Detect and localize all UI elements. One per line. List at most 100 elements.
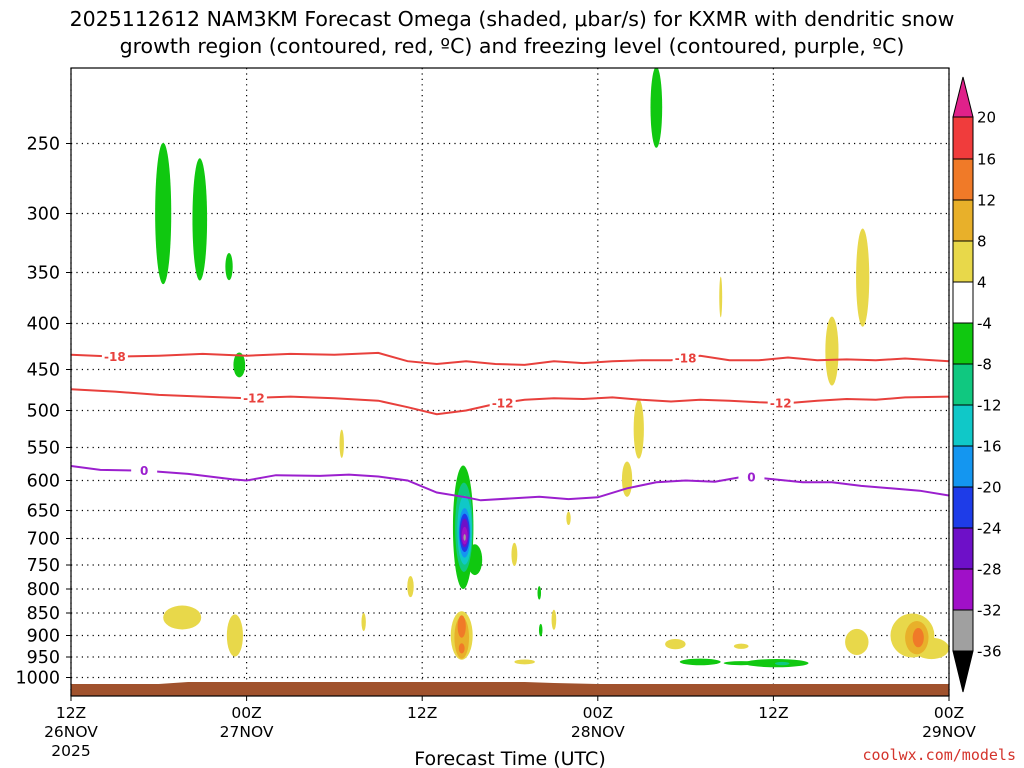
colorbar-tick-label: -20 (977, 479, 1002, 497)
colorbar-swatch (952, 404, 974, 447)
chart-title-line-2: growth region (contoured, red, ºC) and f… (120, 34, 905, 58)
omega-cell-0 (155, 142, 172, 285)
colorbar-swatch (952, 199, 974, 242)
colorbar-bottom-triangle (952, 650, 974, 693)
contour-label-0: 0 (140, 464, 148, 478)
colorbar-tick-label: 20 (977, 109, 996, 127)
omega-cell-28 (457, 615, 466, 638)
y-tick-label-900: 900 (27, 627, 60, 647)
omega-cell-35 (633, 399, 644, 459)
y-tick-label-800: 800 (27, 580, 60, 600)
contour-label--12: -12 (770, 396, 792, 410)
colorbar-tick-label: -28 (977, 561, 1002, 579)
omega-cell-22 (226, 614, 243, 657)
plot-frame (70, 67, 950, 697)
colorbar-top-triangle (952, 76, 974, 118)
omega-cell-2 (225, 253, 233, 281)
x-tick-label-line: 00Z (231, 704, 261, 722)
colorbar-tick-label: 4 (977, 274, 987, 292)
contour-label-bg (489, 395, 516, 410)
surface-terrain (71, 682, 949, 696)
colorbar-tick-label: -4 (977, 315, 992, 333)
omega-cell-36 (665, 638, 686, 650)
colorbar-tick-label: -12 (977, 397, 1002, 415)
colorbar-tick-label: 16 (977, 151, 996, 169)
omega-cell-7 (467, 544, 483, 576)
x-tick-label-line: 12Z (56, 704, 86, 722)
contour-label--12: -12 (492, 396, 514, 410)
x-tick-label-line: 29NOV (922, 723, 976, 741)
contour-line-0 (71, 465, 949, 502)
omega-cell-17 (679, 658, 721, 666)
plot-area (71, 68, 949, 696)
omega-cell-25 (407, 576, 414, 598)
chart-title-line-1: 2025112612 NAM3KM Forecast Omega (shaded… (70, 7, 955, 31)
contour-label-bg (101, 349, 128, 364)
y-tick-label-500: 500 (27, 402, 60, 422)
omega-cell-37 (719, 276, 723, 318)
omega-cell-19 (723, 661, 759, 666)
omega-cell-32 (551, 609, 557, 630)
x-tick-label-line: 28NOV (571, 723, 625, 741)
omega-cell-15 (537, 586, 542, 600)
omega-cell-40 (856, 228, 870, 327)
omega-cell-24 (361, 613, 366, 631)
x-tick-label-line: 12Z (407, 704, 437, 722)
y-tick-label-950: 950 (27, 648, 60, 668)
contour-label-0: 0 (747, 471, 755, 485)
omega-cell-30 (511, 542, 518, 567)
contour-label--18: -18 (675, 352, 697, 366)
colorbar-tick-label: -16 (977, 438, 1002, 456)
omega-cell-3 (650, 68, 663, 148)
colorbar-swatch (952, 609, 974, 652)
y-tick-label-550: 550 (27, 439, 60, 459)
colorbar-swatch (952, 363, 974, 406)
colorbar-swatch (952, 240, 974, 283)
omega-cell-16 (538, 623, 543, 637)
x-tick-label-line: 2025 (51, 742, 90, 760)
y-axis-ticks: 250 300 350 400 450 500 550 600 650 700 750 800 850 9… (15, 135, 71, 689)
colorbar-tick-label: -8 (977, 356, 992, 374)
colorbar-swatch (952, 486, 974, 529)
contour-label-bg (672, 351, 699, 365)
y-tick-label-350: 350 (27, 264, 60, 284)
contour-label--12: -12 (243, 391, 265, 405)
colorbar-swatch (952, 158, 974, 201)
credit-link[interactable]: coolwx.com/models (862, 746, 1016, 764)
chart-title: 2025112612 NAM3KM Forecast Omega (shaded… (70, 7, 955, 58)
omega-cell-21 (163, 605, 202, 630)
omega-cell-20 (774, 661, 790, 666)
colorbar-tick-label: -36 (977, 643, 1002, 661)
contour-line--18 (71, 351, 949, 366)
y-tick-label-650: 650 (27, 502, 60, 522)
omega-cell-34 (621, 461, 633, 497)
colorbar-swatch (952, 445, 974, 488)
x-tick-label-line: 27NOV (220, 723, 274, 741)
y-tick-label-1000: 1000 (15, 669, 60, 689)
y-tick-label-400: 400 (27, 315, 60, 335)
omega-cell-14 (463, 534, 466, 541)
y-tick-label-250: 250 (27, 135, 60, 155)
y-tick-label-300: 300 (27, 205, 60, 225)
y-tick-label-700: 700 (27, 530, 60, 550)
colorbar-swatch (952, 527, 974, 570)
omega-shading (155, 68, 949, 668)
omega-cell-38 (733, 643, 749, 649)
y-tick-label-750: 750 (27, 556, 60, 576)
y-tick-label-600: 600 (27, 472, 60, 492)
contour-label--18: -18 (104, 350, 126, 364)
omega-cell-4 (233, 352, 246, 378)
colorbar-tick-label: -32 (977, 602, 1002, 620)
colorbar-swatch (952, 116, 974, 160)
colorbar-tick-label: 12 (977, 192, 996, 210)
omega-cell-33 (566, 511, 571, 526)
omega-cell-29 (458, 643, 465, 654)
contour-label-bg (767, 395, 794, 410)
colorbar-swatch (952, 568, 974, 611)
omega-cell-23 (339, 429, 344, 458)
colorbar-swatch (952, 322, 974, 365)
omega-cell-1 (192, 158, 208, 281)
colorbar-swatch (952, 281, 974, 324)
